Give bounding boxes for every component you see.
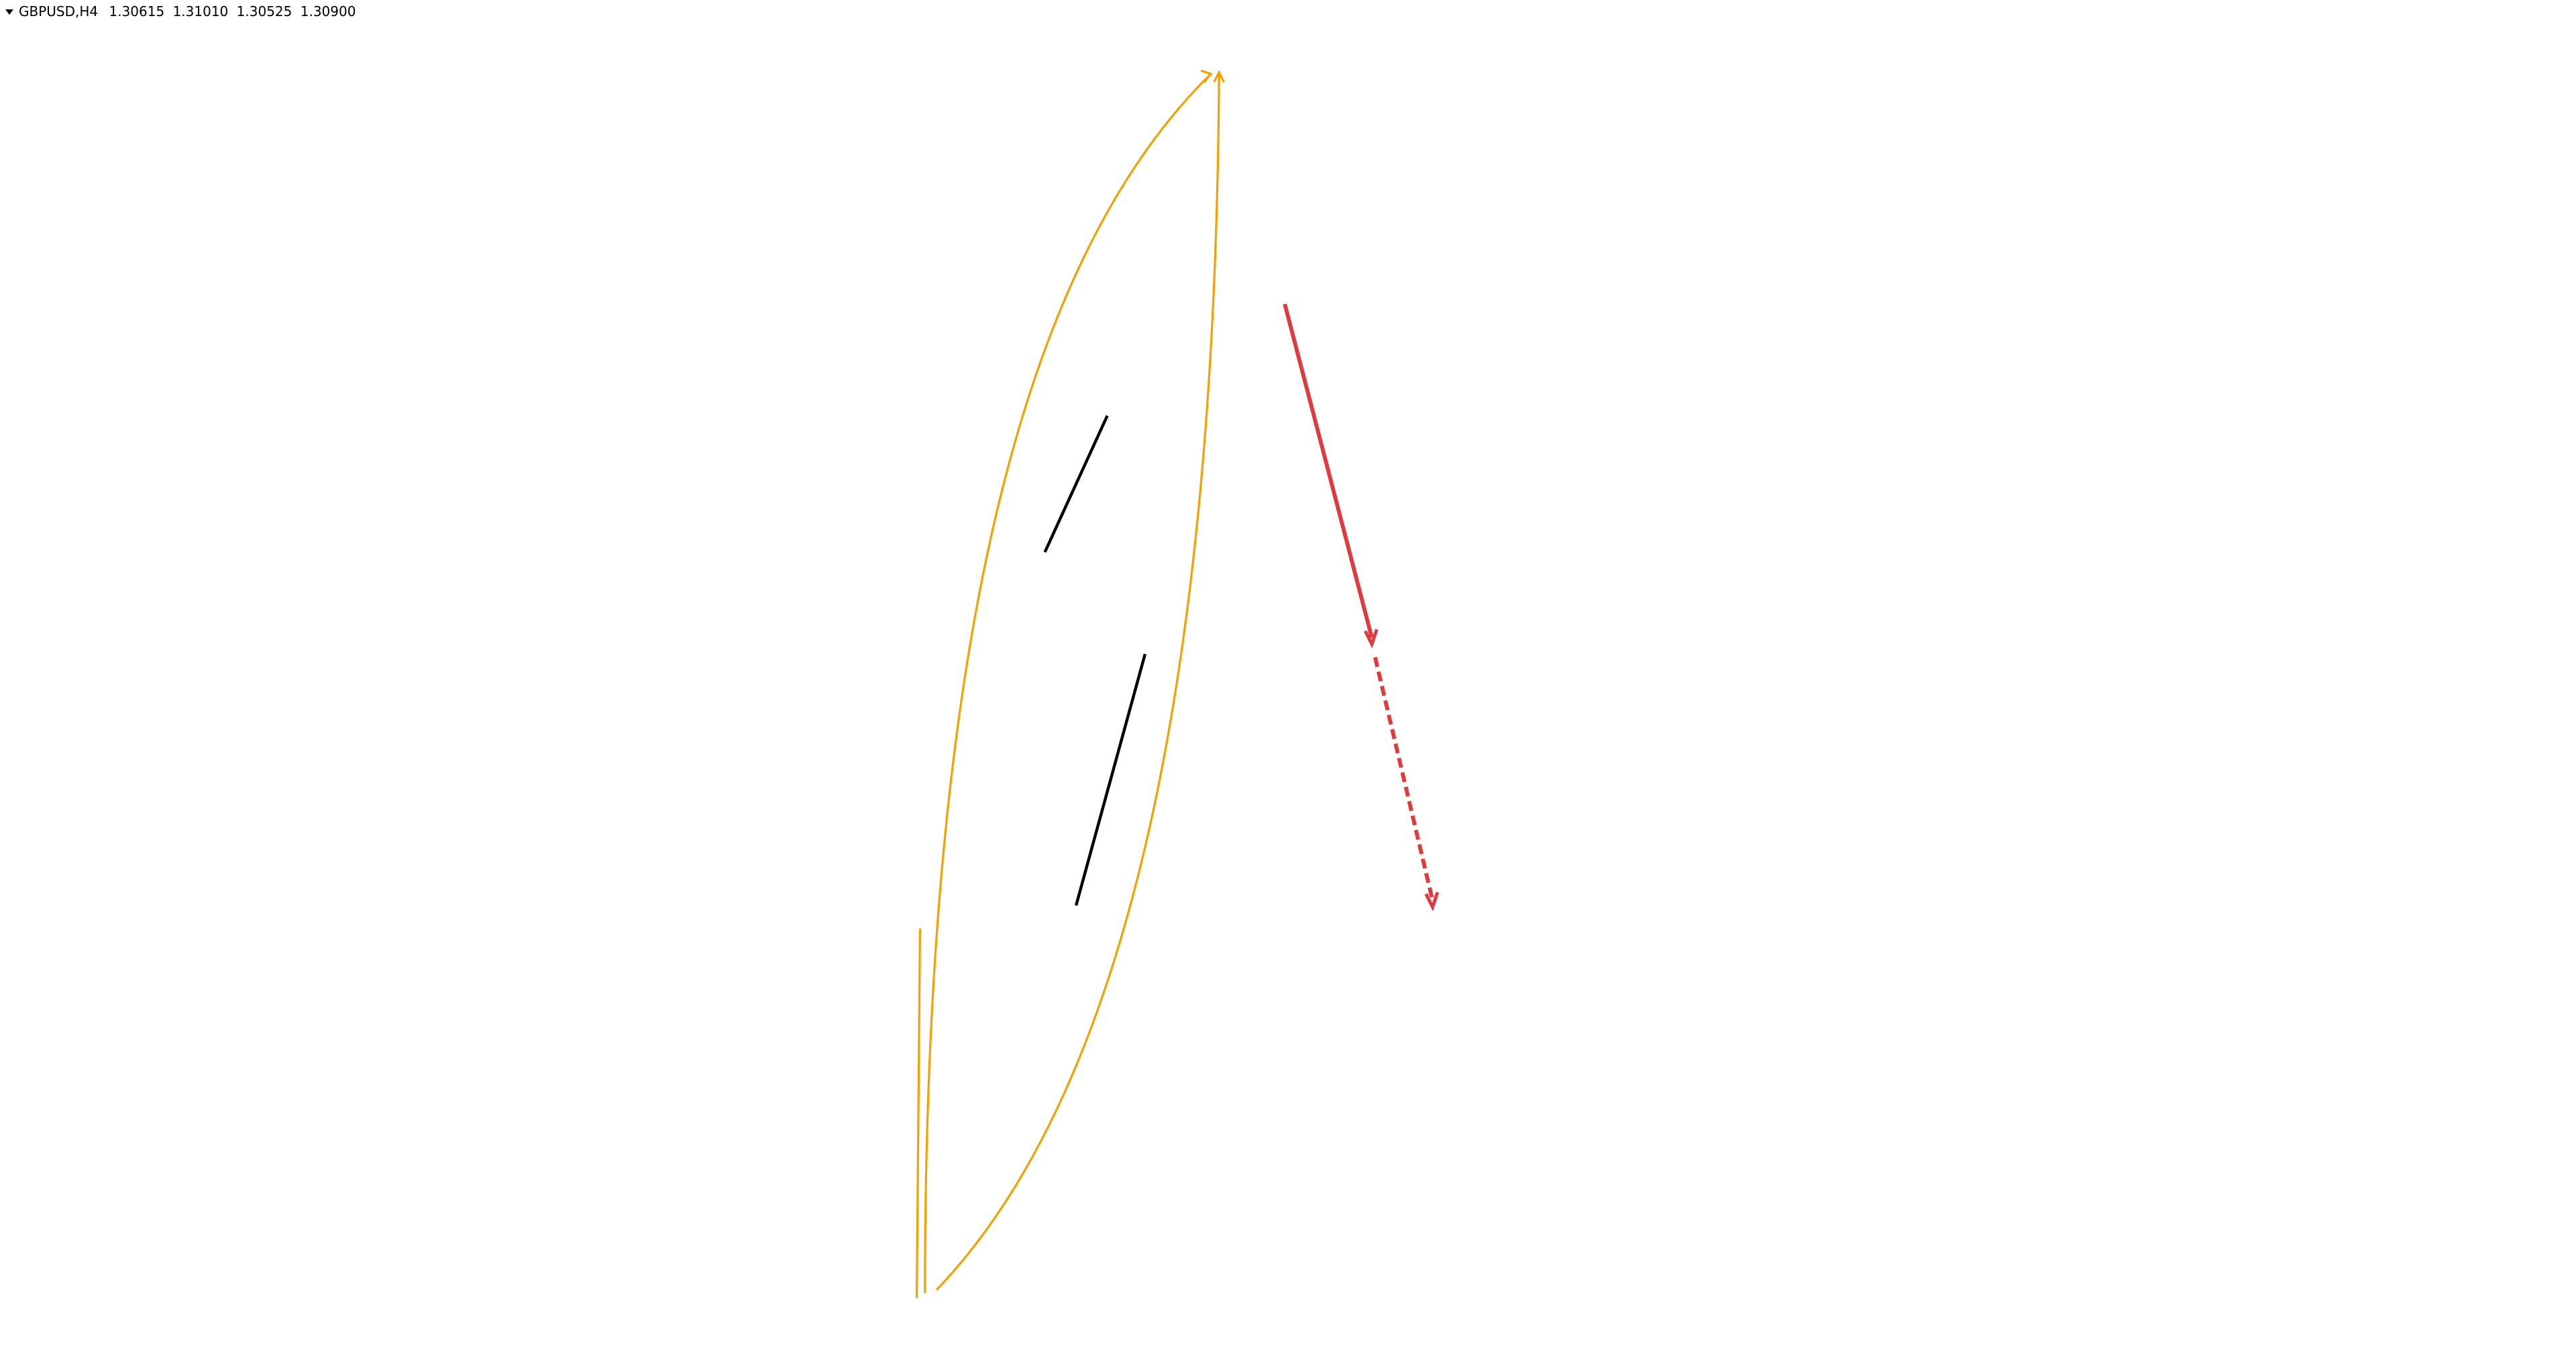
orange-line — [915, 928, 922, 1298]
trend-line — [1074, 654, 1147, 906]
red-dashed-arrow — [1373, 656, 1435, 901]
header-high: 1.31010 — [173, 3, 229, 19]
symbol: GBPUSD,H4 — [19, 3, 98, 19]
header-low: 1.30525 — [237, 3, 292, 19]
header: GBPUSD,H4 1.30615 1.31010 1.30525 1.3090… — [19, 3, 356, 19]
red-arrow — [1283, 303, 1374, 638]
red-arrowhead — [1424, 892, 1440, 912]
header-open: 1.30615 — [109, 3, 165, 19]
header-close: 1.30900 — [301, 3, 356, 19]
orange-arc — [924, 73, 1212, 1294]
annotations — [915, 69, 1440, 1298]
orange-arc — [935, 74, 1220, 1291]
menu-triangle[interactable] — [5, 9, 13, 15]
red-arrowhead — [1363, 629, 1379, 649]
orange-arrowhead — [1200, 69, 1213, 83]
trend-line — [1043, 415, 1109, 553]
orange-arrowhead — [1213, 70, 1225, 83]
